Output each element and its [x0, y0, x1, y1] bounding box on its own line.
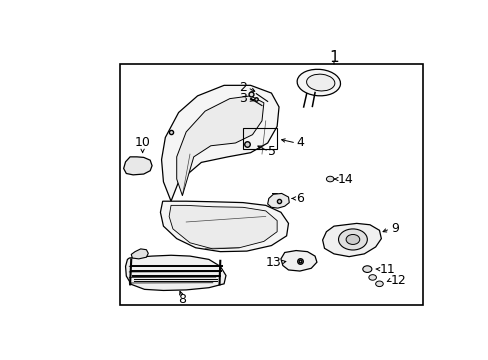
Polygon shape [267, 193, 289, 208]
Polygon shape [123, 157, 152, 175]
Text: 13: 13 [264, 256, 280, 269]
Polygon shape [280, 251, 316, 271]
Text: 5: 5 [267, 145, 275, 158]
Circle shape [346, 234, 359, 244]
Text: 2: 2 [239, 81, 246, 94]
Ellipse shape [306, 74, 334, 91]
Text: 3: 3 [239, 92, 246, 105]
Text: 10: 10 [134, 135, 150, 149]
Text: 14: 14 [337, 172, 353, 185]
Text: 7: 7 [270, 192, 279, 205]
Bar [243, 128, 277, 149]
Text: 1: 1 [328, 50, 338, 65]
Circle shape [362, 266, 371, 273]
Polygon shape [161, 85, 279, 201]
Polygon shape [131, 249, 148, 259]
Circle shape [338, 229, 366, 250]
Circle shape [375, 281, 383, 287]
Polygon shape [322, 223, 381, 257]
Polygon shape [125, 255, 225, 291]
Text: 12: 12 [390, 274, 406, 287]
Circle shape [325, 176, 333, 182]
Circle shape [368, 275, 376, 280]
Bar [120, 64, 422, 305]
Text: 6: 6 [296, 192, 304, 205]
Polygon shape [176, 96, 264, 195]
Text: 4: 4 [296, 136, 304, 149]
Text: 11: 11 [379, 262, 394, 276]
Ellipse shape [297, 69, 340, 96]
Polygon shape [169, 205, 277, 249]
Polygon shape [160, 201, 288, 252]
Text: 8: 8 [178, 293, 186, 306]
Text: 9: 9 [390, 222, 398, 235]
